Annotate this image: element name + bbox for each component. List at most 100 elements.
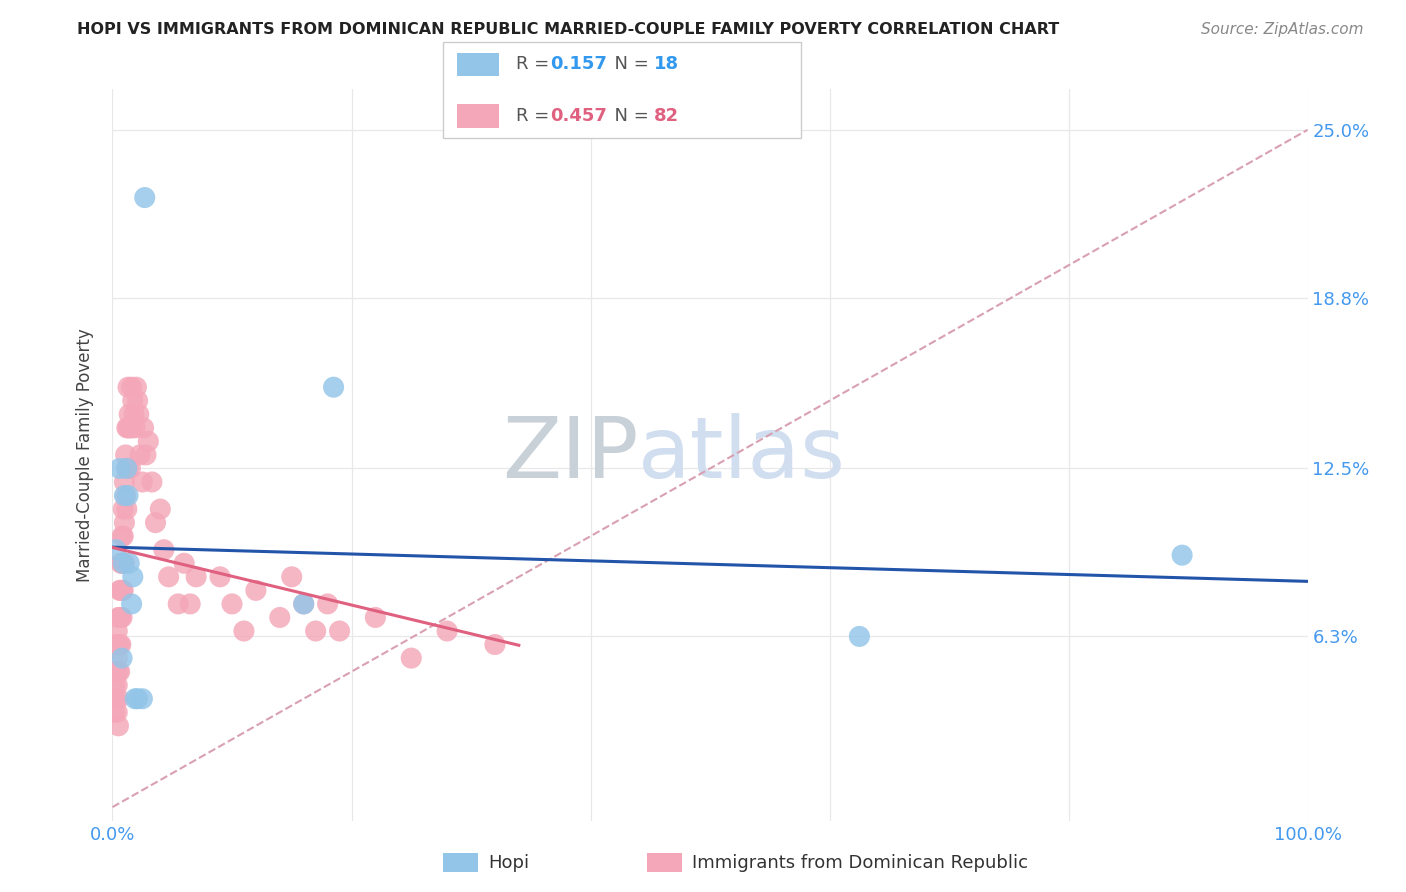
Point — [107, 665, 129, 679]
Point — [173, 556, 195, 570]
Point — [125, 380, 148, 394]
Text: R =: R = — [516, 55, 555, 73]
Point — [114, 489, 136, 503]
Point — [107, 610, 129, 624]
Point — [245, 583, 267, 598]
Point — [121, 380, 143, 394]
Point — [108, 583, 131, 598]
Point — [269, 610, 291, 624]
Point — [114, 475, 135, 489]
Point — [118, 407, 141, 421]
Point — [157, 570, 180, 584]
Point — [848, 629, 870, 643]
Point — [114, 489, 135, 503]
Point — [105, 665, 128, 679]
Point — [115, 502, 138, 516]
Point — [186, 570, 208, 584]
Point — [124, 421, 146, 435]
Point — [105, 638, 128, 652]
Point — [104, 678, 127, 692]
Point — [149, 502, 172, 516]
Point — [292, 597, 315, 611]
Text: HOPI VS IMMIGRANTS FROM DOMINICAN REPUBLIC MARRIED-COUPLE FAMILY POVERTY CORRELA: HOPI VS IMMIGRANTS FROM DOMINICAN REPUBL… — [77, 22, 1060, 37]
Point — [108, 610, 131, 624]
Point — [121, 570, 143, 584]
Point — [104, 706, 127, 720]
Text: Immigrants from Dominican Republic: Immigrants from Dominican Republic — [692, 854, 1028, 871]
Point — [221, 597, 243, 611]
Point — [138, 434, 160, 449]
Text: 82: 82 — [654, 107, 679, 125]
Point — [105, 542, 128, 557]
Point — [281, 570, 304, 584]
Point — [120, 421, 142, 435]
Point — [114, 556, 135, 570]
Point — [121, 597, 143, 611]
Point — [107, 719, 129, 733]
Point — [322, 380, 344, 394]
Point — [179, 597, 201, 611]
Point — [127, 691, 149, 706]
Point — [108, 461, 131, 475]
Point — [364, 610, 387, 624]
Point — [115, 461, 138, 475]
Point — [153, 542, 176, 557]
Point — [105, 678, 128, 692]
Point — [127, 393, 149, 408]
Point — [121, 421, 143, 435]
Point — [112, 502, 135, 516]
Point — [108, 638, 131, 652]
Point — [112, 529, 135, 543]
Point — [305, 624, 328, 638]
Point — [112, 556, 135, 570]
Point — [111, 651, 134, 665]
Point — [117, 461, 139, 475]
Point — [104, 665, 127, 679]
Point — [105, 706, 128, 720]
Point — [111, 610, 134, 624]
Text: ZIP: ZIP — [502, 413, 638, 497]
Point — [111, 583, 134, 598]
Point — [233, 624, 256, 638]
Point — [135, 448, 157, 462]
Point — [131, 475, 153, 489]
Point — [110, 583, 132, 598]
Point — [110, 556, 132, 570]
Point — [114, 448, 136, 462]
Point — [105, 651, 128, 665]
Text: Hopi: Hopi — [488, 854, 529, 871]
Text: 0.457: 0.457 — [550, 107, 606, 125]
Point — [436, 624, 458, 638]
Point — [145, 516, 167, 530]
Point — [141, 475, 163, 489]
Point — [108, 665, 131, 679]
Point — [122, 407, 145, 421]
Point — [129, 448, 152, 462]
Point — [484, 638, 506, 652]
Text: N =: N = — [603, 55, 655, 73]
Point — [117, 380, 139, 394]
Point — [117, 421, 139, 435]
Point — [316, 597, 339, 611]
Text: N =: N = — [603, 107, 655, 125]
Point — [120, 461, 142, 475]
Text: atlas: atlas — [638, 413, 846, 497]
Text: R =: R = — [516, 107, 555, 125]
Point — [103, 691, 125, 706]
Point — [134, 190, 156, 204]
Point — [111, 529, 134, 543]
Point — [107, 691, 129, 706]
Point — [1171, 548, 1194, 562]
Y-axis label: Married-Couple Family Poverty: Married-Couple Family Poverty — [76, 328, 94, 582]
Point — [292, 597, 315, 611]
Point — [118, 556, 141, 570]
Text: Source: ZipAtlas.com: Source: ZipAtlas.com — [1201, 22, 1364, 37]
Point — [115, 421, 138, 435]
Point — [112, 583, 135, 598]
Point — [329, 624, 352, 638]
Point — [105, 691, 128, 706]
Point — [105, 624, 128, 638]
Point — [110, 638, 132, 652]
Point — [131, 691, 153, 706]
Point — [401, 651, 423, 665]
